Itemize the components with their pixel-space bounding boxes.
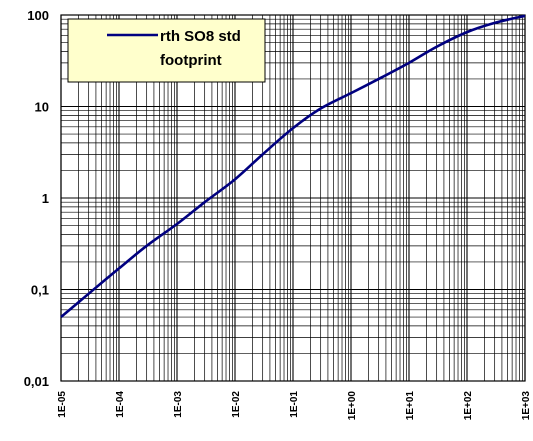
x-tick-label: 1E-02 [231, 391, 242, 418]
y-tick-label: 10 [35, 100, 49, 115]
x-tick-label: 1E+02 [463, 391, 474, 421]
x-tick-label: 1E-05 [57, 391, 68, 418]
y-tick-label: 1 [42, 191, 49, 206]
legend-box [67, 18, 266, 83]
x-tick-label: 1E-04 [115, 391, 126, 418]
x-tick-label: 1E-01 [289, 391, 300, 418]
x-tick-label: 1E-03 [173, 391, 184, 418]
y-tick-label: 0,1 [31, 283, 49, 298]
y-tick-labels: 0,01 0,1 1 10 100 [24, 8, 49, 389]
y-tick-label: 0,01 [24, 374, 49, 389]
x-tick-label: 1E+01 [405, 391, 416, 421]
plot-border [60, 14, 526, 382]
series-line-rth-so8 [60, 14, 526, 319]
legend: rth SO8 std footprint [67, 18, 266, 83]
y-tick-label: 100 [27, 8, 49, 23]
legend-label-line-1: rth SO8 std [160, 28, 241, 45]
x-tick-label: 1E+03 [521, 391, 532, 421]
x-tick-label: 1E+00 [347, 391, 358, 421]
x-tick-labels: 1E-05 1E-04 1E-03 1E-02 1E-01 1E+00 1E+01 1E+02… [57, 391, 532, 421]
legend-label-line-2: footprint [160, 52, 222, 69]
